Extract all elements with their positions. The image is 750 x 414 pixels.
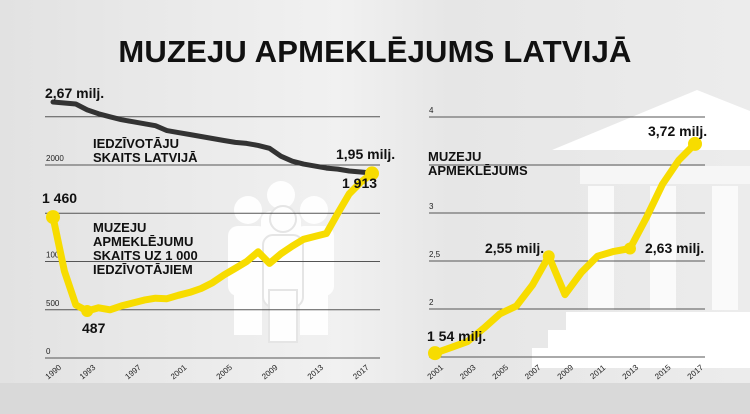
right-xtick-label: 2003 (458, 363, 478, 382)
population-series-label: IEDZĪVOTĀJU (93, 136, 179, 151)
museum-visits-start-point (428, 346, 442, 361)
left-xtick-label: 2005 (215, 363, 235, 382)
right-xtick-label: 2015 (653, 363, 673, 382)
annotation-label: 3,72 milj. (648, 123, 707, 139)
visits-start-point (46, 210, 60, 225)
visits-min-label: 487 (82, 320, 106, 336)
left-xtick-label: 2001 (169, 363, 189, 382)
right-xtick-label: 2017 (686, 363, 706, 382)
left-xtick-label: 2017 (351, 363, 371, 382)
left-xtick-label: 2009 (260, 363, 280, 382)
left-xtick-label: 1993 (78, 363, 98, 382)
left-xtick-label: 2013 (306, 363, 326, 382)
museum-visits-peak-point (542, 250, 555, 263)
left-ytick-label: 0 (46, 347, 51, 356)
right-xtick-label: 2005 (491, 363, 511, 382)
population-line (50, 99, 375, 176)
right-ytick-label: 3 (429, 202, 434, 211)
annotation-label: 1 54 milj. (427, 328, 486, 344)
visits-min-point (81, 305, 94, 318)
left-ytick-label: 500 (46, 299, 60, 308)
left-ytick-label: 1000 (46, 251, 64, 260)
visits-series-label: IEDZĪVOTĀJIEM (93, 262, 193, 277)
population-end-label: 1,95 milj. (336, 146, 395, 162)
visits-per-1000-line (49, 169, 376, 315)
visits-series-label: APMEKLĒJUMU (93, 234, 193, 249)
right-xtick-label: 2011 (588, 363, 607, 381)
visits-series-label: SKAITS UZ 1 000 (93, 248, 198, 263)
visits-end-label: 1 913 (342, 175, 377, 191)
visits-end-point (365, 166, 379, 181)
right-xtick-label: 2007 (523, 363, 543, 382)
right-xtick-label: 2001 (426, 363, 446, 382)
museum-visits-end-point (688, 136, 702, 151)
museum-building-icon (532, 90, 750, 368)
annotation-label: 2,55 milj. (485, 240, 544, 256)
museum-visits-line (431, 140, 699, 357)
left-xtick-label: 1990 (44, 363, 64, 382)
left-xtick-label: 1997 (123, 363, 143, 382)
right-xtick-label: 2013 (621, 363, 641, 382)
museum-visits-series-label: MUZEJU (428, 149, 481, 164)
right-ytick-label: 4 (429, 106, 434, 115)
visits-series-label: MUZEJU (93, 220, 146, 235)
museum-visits-series-label: APMEKLĒJUMS (428, 163, 528, 178)
right-xtick-label: 2009 (556, 363, 576, 382)
right-ytick-label: 2 (429, 298, 434, 307)
people-icon (228, 181, 334, 343)
visits-start-label: 1 460 (42, 190, 77, 206)
annotation-label: 2,63 milj. (645, 240, 704, 256)
museum-visits-2013-point (624, 242, 636, 255)
population-start-label: 2,67 milj. (45, 85, 104, 101)
left-ytick-label: 2000 (46, 154, 64, 163)
population-series-label: SKAITS LATVIJĀ (93, 150, 198, 165)
page-title: MUZEJU APMEKLĒJUMS LATVIJĀ (118, 34, 632, 69)
right-ytick-label: 2,5 (429, 250, 441, 259)
bottom-band (0, 383, 750, 414)
